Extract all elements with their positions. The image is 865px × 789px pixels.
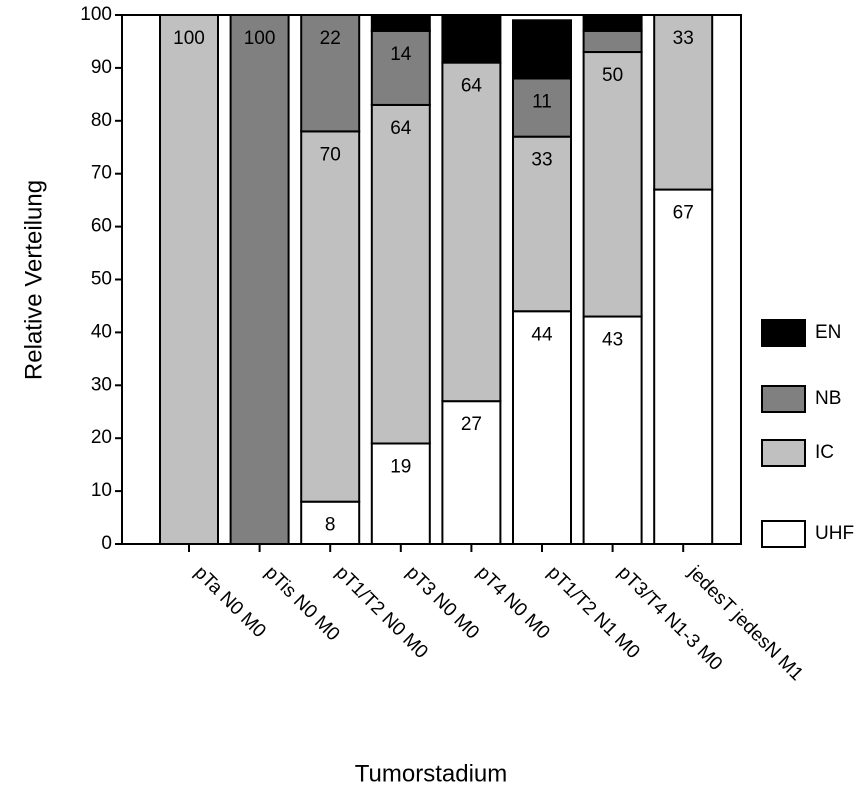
data-label: 19 [390, 457, 411, 478]
data-label: 33 [673, 28, 694, 49]
y-tick-label: 80 [91, 110, 112, 131]
y-tick-label: 0 [101, 533, 112, 554]
bar-segment [370, 442, 431, 545]
bar-segment [300, 130, 361, 503]
bar-segment [370, 29, 431, 106]
legend-swatch [761, 385, 806, 413]
data-label: 14 [390, 44, 412, 65]
y-tick-label: 70 [91, 163, 112, 184]
legend-swatch [761, 319, 806, 347]
bar-segment [159, 14, 219, 545]
bar-segment [370, 103, 431, 445]
y-tick-label: 100 [80, 4, 112, 25]
bar-segment [441, 61, 502, 403]
plot-frame [121, 14, 742, 545]
y-axis-title: Relative Verteilung [20, 180, 47, 380]
x-tick-label: pTa N0 M0 [190, 562, 270, 642]
bar-segment [582, 315, 643, 545]
bar-segment [512, 77, 572, 138]
legend-label: NB [815, 388, 841, 409]
data-label: 11 [532, 91, 552, 112]
legend-swatch [761, 439, 806, 467]
bar-segment [582, 29, 643, 54]
bar-segment [229, 14, 290, 545]
data-label: 67 [673, 203, 694, 224]
bar-segment [582, 51, 643, 318]
bar-segment [370, 14, 431, 32]
legend-swatch [761, 520, 806, 548]
bar-segment [512, 310, 572, 545]
y-tick-label: 20 [91, 427, 112, 448]
bar-segment [441, 14, 502, 64]
data-label: 70 [320, 144, 341, 165]
bar-segment [300, 14, 361, 133]
legend-label: UHF [815, 523, 854, 544]
bar-segment [300, 500, 361, 545]
y-tick-label: 90 [91, 57, 112, 78]
data-label: 33 [531, 150, 552, 171]
y-tick-label: 50 [91, 269, 112, 290]
x-axis-title: Tumorstadium [355, 760, 507, 787]
bar-segment [653, 188, 714, 545]
y-tick-label: 40 [91, 321, 112, 342]
y-tick-label: 10 [91, 480, 112, 501]
y-tick-label: 60 [91, 216, 112, 237]
data-label: 22 [320, 28, 341, 49]
x-tick-label: pTis N0 M0 [261, 562, 344, 645]
bar-segment [582, 14, 643, 32]
data-label: 64 [390, 118, 412, 139]
data-label: 8 [325, 515, 336, 536]
data-label: 43 [602, 330, 623, 351]
y-tick-label: 30 [91, 374, 112, 395]
bar-segment [653, 14, 714, 191]
data-label: 100 [244, 28, 276, 49]
data-label: 64 [461, 76, 483, 97]
data-label: 50 [602, 65, 623, 86]
x-tick-label: jedesT jedesN M1 [683, 562, 807, 686]
data-label: 27 [461, 414, 482, 435]
x-tick-label: pT4 N0 M0 [472, 562, 553, 643]
data-label: 100 [173, 28, 205, 49]
bar-segment [512, 19, 572, 80]
legend-label: EN [815, 322, 841, 343]
legend-label: IC [815, 442, 834, 463]
data-label: 44 [531, 324, 553, 345]
bar-segment [512, 135, 572, 313]
